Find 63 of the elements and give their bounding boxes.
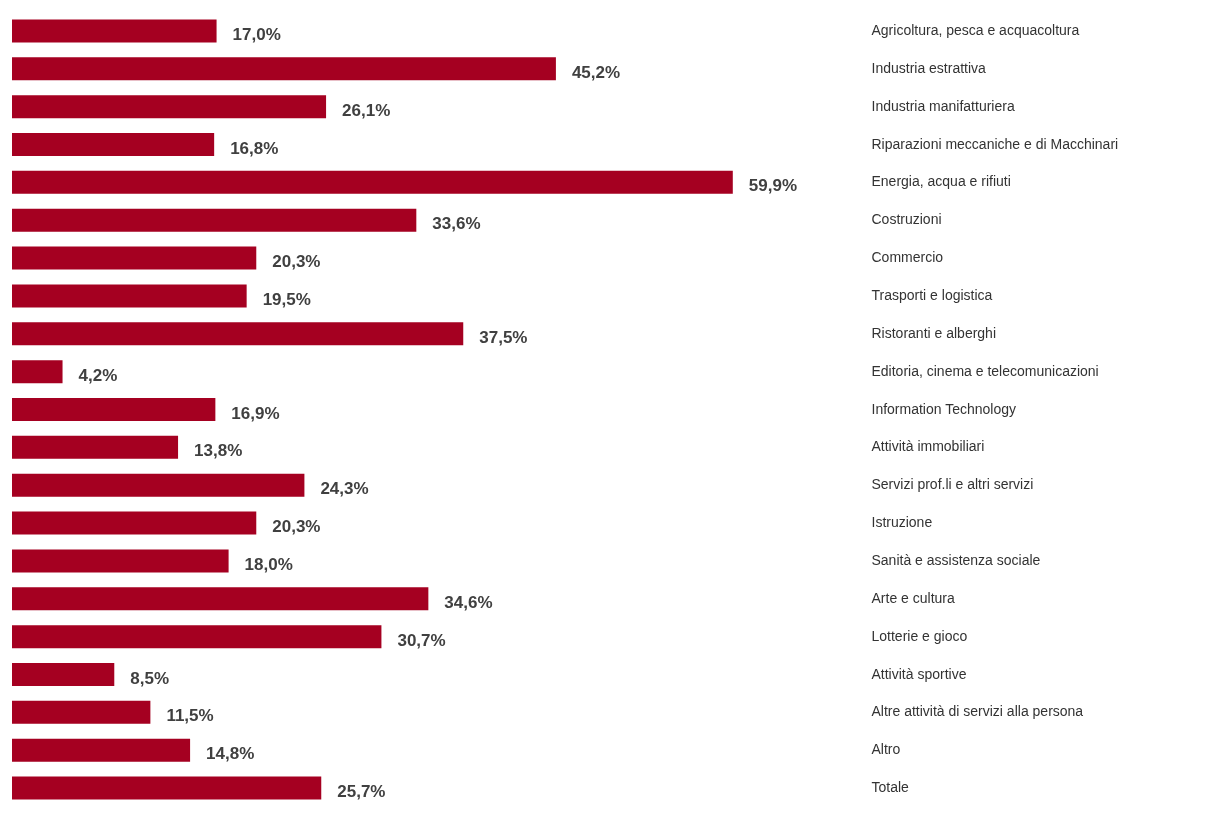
data-label: 13,8%: [194, 441, 243, 461]
y-tick-label: Attività sportive: [871, 665, 967, 682]
bar: [12, 95, 327, 119]
bar: [12, 435, 179, 459]
data-label: 30,7%: [397, 630, 446, 650]
y-tick-label: Altro: [871, 741, 901, 758]
data-label: 45,2%: [571, 62, 621, 82]
y-tick-label: Totale: [871, 779, 910, 796]
bar: [12, 360, 63, 384]
bar: [12, 549, 229, 573]
data-label: 26,1%: [342, 100, 391, 120]
bar: [12, 473, 305, 497]
y-tick-label: Industria estrattiva: [871, 59, 987, 76]
bar: [12, 19, 217, 43]
y-tick-label: Lotterie e gioco: [871, 627, 968, 644]
bar: [12, 700, 151, 724]
y-tick-label: Attività immobiliari: [871, 438, 985, 455]
y-tick-label: Commercio: [871, 249, 944, 266]
bar: [12, 246, 257, 270]
data-label: 8,5%: [130, 668, 170, 688]
y-tick-label: Arte e cultura: [871, 589, 955, 606]
data-label: 59,9%: [748, 176, 797, 196]
data-label: 20,3%: [272, 252, 321, 272]
bar: [12, 587, 429, 611]
y-tick-label: Altre attività di servizi alla persona: [871, 703, 1084, 720]
bar: [12, 170, 733, 194]
data-label: 16,9%: [231, 403, 280, 423]
data-label: 19,5%: [262, 289, 311, 309]
y-tick-label: Sanità e assistenza sociale: [871, 551, 1041, 568]
data-label: 25,7%: [337, 782, 386, 802]
y-tick-label: Servizi prof.li e altri servizi: [871, 476, 1034, 493]
y-tick-label: Riparazioni meccaniche e di Macchinari: [871, 135, 1119, 152]
data-label: 14,8%: [206, 744, 255, 764]
data-label: 17,0%: [232, 24, 281, 44]
y-tick-label: Costruzioni: [871, 211, 942, 228]
data-label: 16,8%: [230, 138, 279, 158]
data-label: 33,6%: [432, 214, 481, 234]
bar: [12, 663, 115, 686]
y-tick-label: Istruzione: [871, 514, 933, 531]
data-label: 18,0%: [244, 554, 293, 574]
data-label: 34,6%: [444, 592, 493, 612]
y-tick-label: Energia, acqua e rifiuti: [871, 173, 1011, 190]
data-label: 11,5%: [166, 706, 214, 726]
bar: [12, 208, 417, 232]
y-tick-label: Information Technology: [871, 400, 1016, 417]
y-tick-label: Agricoltura, pesca e acquacoltura: [871, 21, 1080, 38]
bar: [12, 625, 382, 649]
data-label: 20,3%: [272, 517, 321, 537]
y-tick-label: Editoria, cinema e telecomunicazioni: [871, 362, 1099, 379]
bar: [12, 57, 556, 81]
bar: [12, 511, 257, 535]
bar: [12, 398, 216, 421]
y-tick-label: Trasporti e logistica: [871, 286, 993, 303]
y-tick-label: Ristoranti e alberghi: [871, 324, 997, 341]
bar: [12, 776, 322, 800]
data-label: 4,2%: [78, 365, 118, 385]
data-label: 24,3%: [320, 479, 369, 499]
bar: [12, 322, 464, 346]
y-tick-label: Industria manifatturiera: [871, 97, 1015, 114]
bar: [12, 133, 215, 156]
data-label: 37,5%: [479, 327, 528, 347]
bar: [12, 738, 191, 762]
bar: [12, 284, 247, 308]
